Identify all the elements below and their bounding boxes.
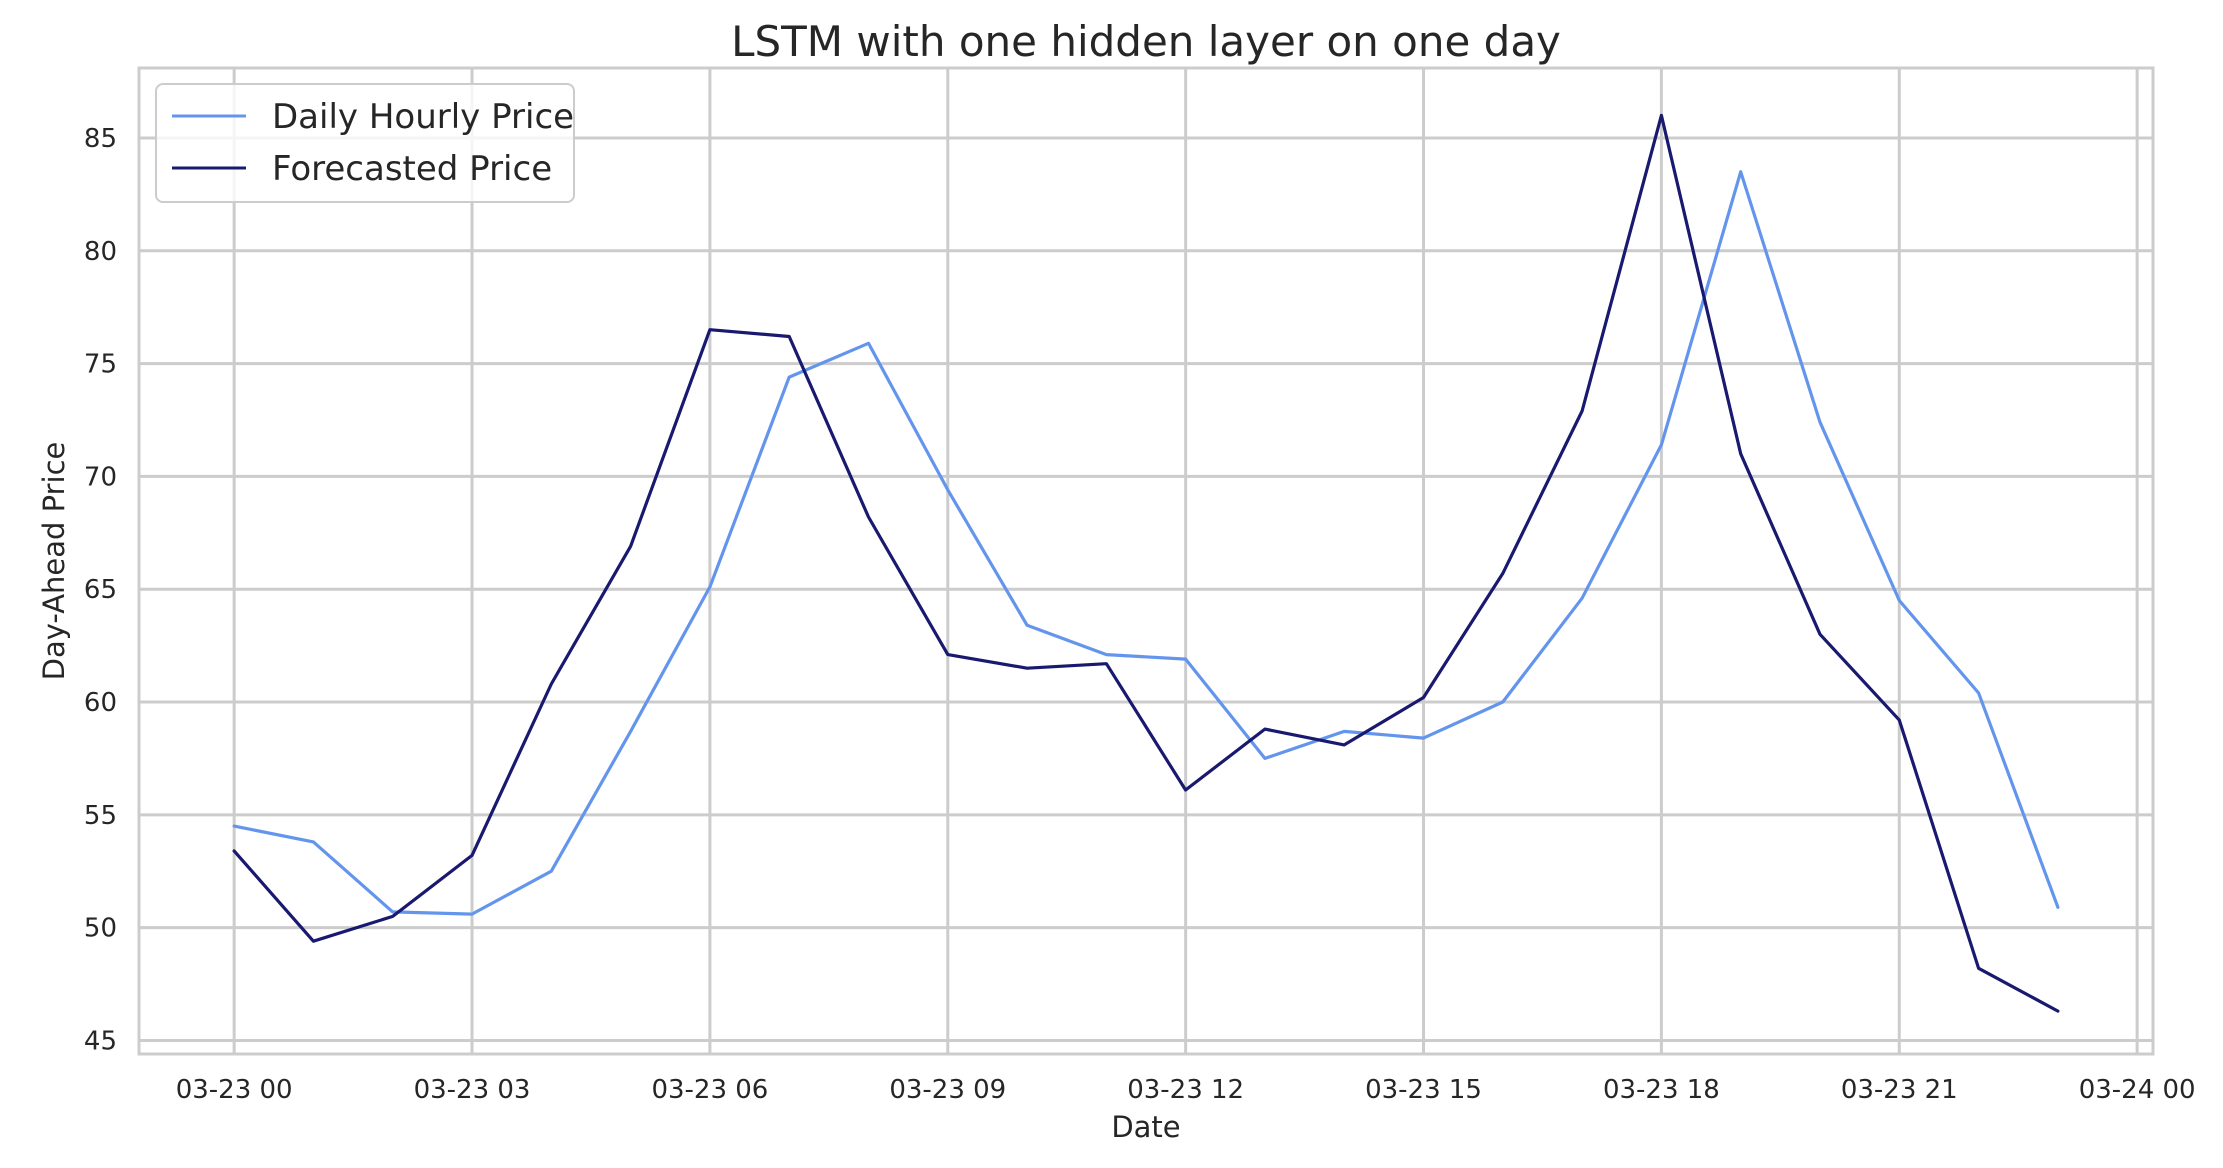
- x-tick-label: 03-23 09: [889, 1075, 1006, 1105]
- x-tick-label: 03-23 03: [414, 1075, 531, 1105]
- y-tick-labels: 45 50 55 60 65 70 75 80 85: [84, 124, 117, 1057]
- x-axis-label: Date: [1111, 1110, 1180, 1144]
- x-tick-label: 03-23 06: [651, 1075, 768, 1105]
- x-tick-label: 03-23 18: [1603, 1075, 1720, 1105]
- legend: Daily Hourly Price Forecasted Price: [156, 84, 574, 202]
- chart-title: LSTM with one hidden layer on one day: [731, 17, 1561, 66]
- x-tick-label: 03-23 21: [1841, 1075, 1958, 1105]
- plot-frame: [139, 68, 2153, 1054]
- grid-lines: [139, 68, 2153, 1054]
- x-tick-label: 03-23 00: [176, 1075, 293, 1105]
- y-tick-label: 50: [84, 914, 117, 944]
- y-tick-label: 55: [84, 801, 117, 831]
- y-tick-label: 70: [84, 462, 117, 492]
- y-tick-label: 85: [84, 124, 117, 154]
- y-tick-label: 60: [84, 688, 117, 718]
- x-tick-label: 03-23 12: [1127, 1075, 1244, 1105]
- x-tick-labels: 03-23 00 03-23 03 03-23 06 03-23 09 03-23 12…: [176, 1075, 2196, 1105]
- y-axis-label: Day-Ahead Price: [37, 442, 71, 681]
- series-line-daily-hourly-price: [234, 172, 2058, 914]
- x-tick-label: 03-23 15: [1365, 1075, 1482, 1105]
- y-tick-label: 80: [84, 237, 117, 267]
- x-tick-label: 03-24 00: [2079, 1075, 2196, 1105]
- legend-label-daily-hourly-price: Daily Hourly Price: [272, 97, 574, 137]
- y-tick-label: 45: [84, 1026, 117, 1056]
- y-tick-label: 65: [84, 575, 117, 605]
- legend-label-forecasted-price: Forecasted Price: [272, 149, 552, 189]
- y-tick-label: 75: [84, 350, 117, 380]
